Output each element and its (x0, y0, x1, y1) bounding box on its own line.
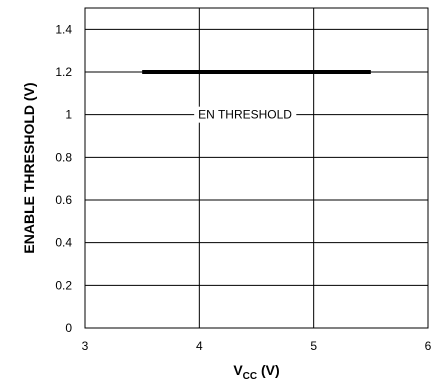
x-axis-title-main: V (233, 362, 243, 378)
x-axis-title-subscript: CC (243, 371, 257, 382)
x-axis: 3 4 5 6 (82, 339, 432, 353)
y-tick-label: 0.2 (55, 278, 72, 292)
annotation-label: EN THRESHOLD (198, 108, 292, 122)
y-tick-label: 0.8 (55, 150, 72, 164)
y-tick-label: 0.6 (55, 193, 72, 207)
y-tick-label: 1.4 (55, 22, 72, 36)
y-axis-title: ENABLE THRESHOLD (V) (21, 82, 37, 253)
annotations-layer: EN THRESHOLD (194, 106, 297, 123)
y-tick-label: 0.4 (55, 236, 72, 250)
y-axis: 0 0.2 0.4 0.6 0.8 1 1.2 1.4 (55, 22, 72, 335)
x-tick-label: 5 (310, 339, 317, 353)
annotation-background (194, 106, 297, 123)
x-tick-label: 6 (425, 339, 432, 353)
x-tick-label: 3 (82, 339, 89, 353)
plot-frame (84, 7, 429, 329)
x-axis-title: VCC (V) (233, 362, 279, 382)
x-tick-label: 4 (196, 339, 203, 353)
grid (85, 8, 428, 328)
y-tick-label: 1 (65, 108, 72, 122)
x-axis-title-unit: (V) (257, 362, 280, 378)
y-tick-label: 0 (65, 321, 72, 335)
y-tick-label: 1.2 (55, 65, 72, 79)
